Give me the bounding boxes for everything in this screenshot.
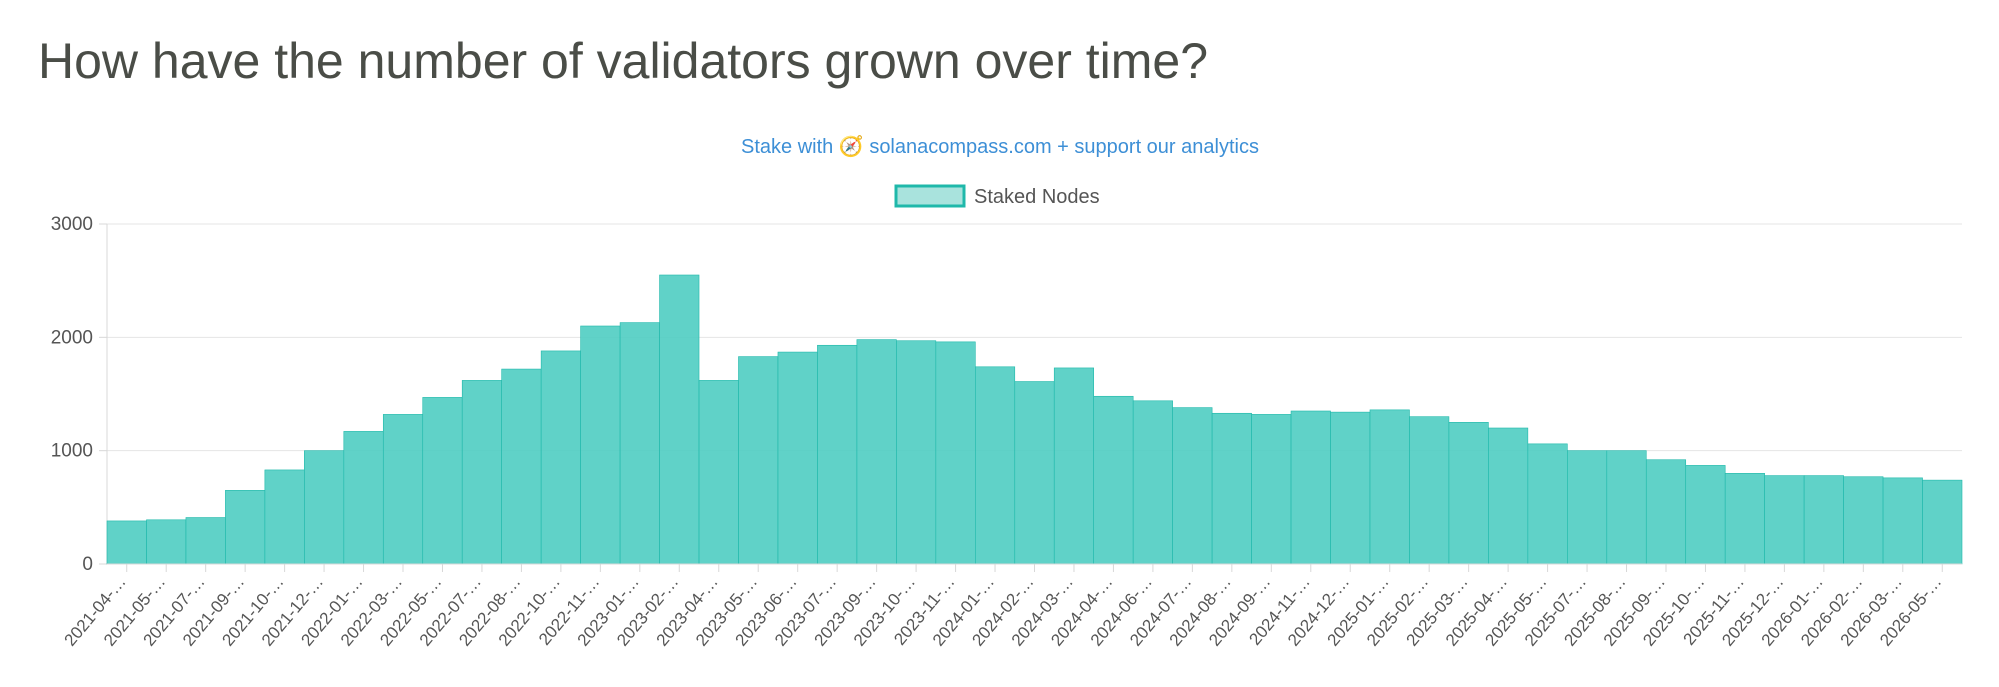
page-title: How have the number of validators grown … bbox=[38, 33, 1209, 89]
bar[interactable] bbox=[1527, 443, 1568, 565]
bar[interactable] bbox=[1488, 427, 1529, 565]
bar[interactable] bbox=[1093, 395, 1134, 565]
bar[interactable] bbox=[659, 274, 700, 565]
y-axis: 0 1000 2000 3000 bbox=[51, 214, 108, 575]
x-axis: 2021-04-…2021-05-…2021-07-…2021-09-…2021… bbox=[61, 563, 1962, 650]
bar[interactable] bbox=[619, 322, 660, 565]
subtitle-link[interactable]: Stake with 🧭 solanacompass.com + support… bbox=[741, 134, 1259, 158]
bar[interactable] bbox=[1567, 450, 1608, 565]
bar[interactable] bbox=[1724, 473, 1765, 565]
bar[interactable] bbox=[1922, 479, 1963, 565]
bar[interactable] bbox=[698, 380, 739, 565]
bar[interactable] bbox=[1251, 414, 1292, 565]
bar[interactable] bbox=[501, 368, 542, 565]
legend[interactable]: Staked Nodes bbox=[894, 184, 1100, 208]
bar[interactable] bbox=[185, 517, 226, 565]
bar[interactable] bbox=[1685, 465, 1726, 565]
bar[interactable] bbox=[580, 325, 621, 565]
bar[interactable] bbox=[461, 380, 502, 565]
bar[interactable] bbox=[1448, 422, 1489, 565]
bar[interactable] bbox=[422, 397, 463, 565]
bar[interactable] bbox=[1211, 412, 1252, 565]
bar[interactable] bbox=[1132, 400, 1173, 565]
y-tick-label: 0 bbox=[82, 554, 93, 575]
bar[interactable] bbox=[856, 339, 897, 565]
y-tick-label: 2000 bbox=[51, 327, 93, 348]
validators-chart: Stake with 🧭 solanacompass.com + support… bbox=[51, 134, 1963, 650]
bar[interactable] bbox=[225, 490, 266, 565]
bar[interactable] bbox=[1645, 459, 1687, 565]
bar[interactable] bbox=[1409, 416, 1450, 565]
bar[interactable] bbox=[896, 340, 937, 565]
bar[interactable] bbox=[146, 519, 187, 565]
bar[interactable] bbox=[974, 366, 1016, 565]
legend-swatch bbox=[894, 184, 966, 208]
bar[interactable] bbox=[738, 356, 779, 565]
bar[interactable] bbox=[1172, 407, 1213, 565]
bar[interactable] bbox=[1369, 409, 1410, 565]
bar[interactable] bbox=[1882, 477, 1923, 565]
bar[interactable] bbox=[1803, 475, 1844, 565]
bar[interactable] bbox=[1764, 475, 1805, 565]
bar[interactable] bbox=[935, 341, 976, 565]
bar[interactable] bbox=[540, 350, 581, 565]
bar[interactable] bbox=[1330, 411, 1371, 565]
bar[interactable] bbox=[264, 469, 305, 565]
bar[interactable] bbox=[343, 431, 384, 565]
bar[interactable] bbox=[817, 344, 858, 565]
bar[interactable] bbox=[1053, 367, 1094, 565]
bar[interactable] bbox=[1606, 450, 1647, 565]
bar[interactable] bbox=[382, 414, 424, 565]
bar[interactable] bbox=[106, 520, 147, 565]
bar[interactable] bbox=[1014, 381, 1055, 565]
y-tick-label: 1000 bbox=[51, 441, 93, 462]
y-tick-label: 3000 bbox=[51, 214, 93, 235]
bars bbox=[106, 274, 1963, 565]
bar[interactable] bbox=[1290, 410, 1331, 565]
bar[interactable] bbox=[777, 351, 818, 565]
legend-label: Staked Nodes bbox=[974, 186, 1100, 208]
bar[interactable] bbox=[1843, 476, 1884, 565]
bar[interactable] bbox=[304, 450, 345, 565]
